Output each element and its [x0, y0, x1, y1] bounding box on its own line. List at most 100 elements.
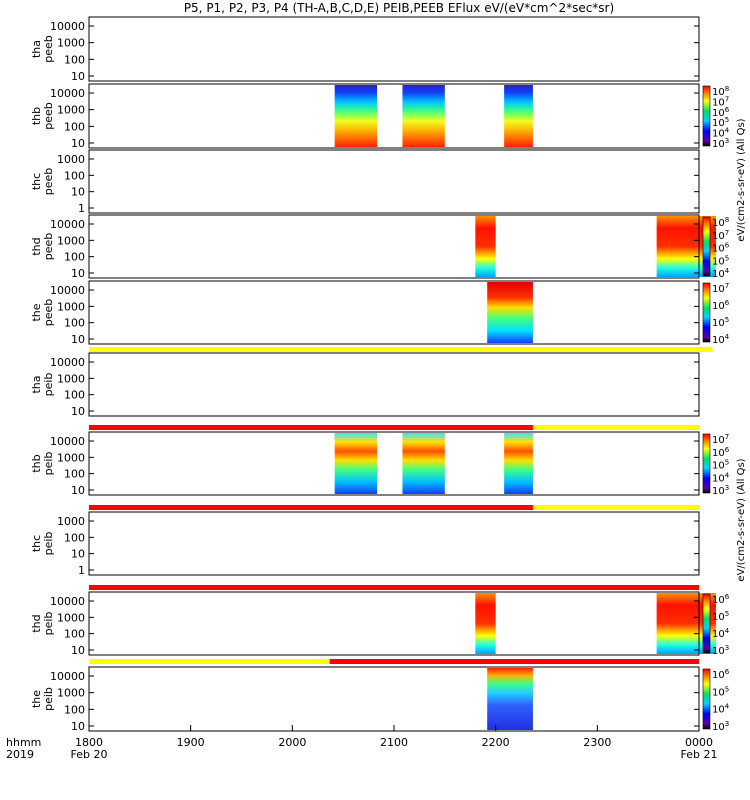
quality-flag-bar: [532, 505, 699, 510]
panel-stack: 10000 1000 100 10 thapeeb 10000 1000 100 10 thbpe…: [30, 16, 747, 733]
y-tick-label: 100: [64, 120, 85, 133]
y-tick-label: 1000: [57, 37, 85, 50]
y-tick-label: 1000: [57, 451, 85, 464]
panel-frame: [88, 666, 700, 732]
colorbar-tick-label: 105: [712, 254, 729, 267]
quality-flag-bar: [89, 425, 533, 430]
y-tick-label: 10000: [50, 670, 85, 683]
y-tick-label: 1000: [57, 611, 85, 624]
panel-label: thepeeb: [30, 299, 55, 327]
panel-frame: [88, 149, 700, 214]
panel-label: thdpeib: [30, 612, 55, 636]
y-tick-label: 100: [64, 317, 85, 330]
colorbar-tick-label: 103: [712, 137, 729, 150]
panel-frame: [88, 280, 700, 345]
x-tick-label: 2200: [482, 736, 510, 749]
colorbar-tick-label: 104: [712, 267, 730, 280]
y-tick-label: 10: [71, 484, 85, 497]
panel-label: thcpeib: [30, 532, 55, 556]
data-block: [402, 85, 445, 147]
colorbar-tick-label: 104: [712, 333, 730, 346]
y-tick-label: 10: [71, 644, 85, 657]
quality-flag-bar: [89, 347, 713, 352]
y-tick-label: 100: [64, 53, 85, 66]
panel-label: thapeib: [30, 373, 55, 397]
colorbar-tick-label: 105: [712, 459, 729, 472]
panel-frame: [88, 511, 700, 576]
colorbar-tick-label: 103: [712, 644, 729, 657]
colorbar: 106 105 104 103: [702, 593, 730, 657]
y-tick-label: 1: [78, 564, 85, 577]
colorbar-tick-label: 104: [712, 471, 730, 484]
panel-the_peib: 10000 1000 100 10 thepeib 106 105 104 103: [30, 666, 730, 733]
data-block: [487, 282, 533, 343]
y-tick-label: 10: [71, 70, 85, 83]
data-block: [402, 433, 445, 494]
y-tick-label: 1000: [57, 300, 85, 313]
quality-flag-bar: [329, 659, 699, 664]
panel-tha_peib: 10000 1000 100 10 thapeib: [30, 352, 700, 430]
x-tick-label: 2100: [380, 736, 408, 749]
panel-label: thapeeb: [30, 35, 55, 63]
colorbar-tick-label: 107: [712, 282, 729, 295]
colorbar-tick-label: 106: [712, 299, 730, 312]
data-block: [334, 85, 378, 147]
y-tick-label: 1000: [57, 687, 85, 700]
colorbar-tick-label: 106: [712, 446, 730, 459]
y-tick-label: 10: [71, 186, 85, 199]
chart-title: P5, P1, P2, P3, P4 (TH-A,B,C,D,E) PEIB,P…: [184, 1, 614, 15]
panel-the_peeb: 10000 1000 100 10 thepeeb 107 106 105 104: [30, 280, 730, 352]
colorbar-tick-label: 107: [712, 433, 729, 446]
panel-frame: [88, 83, 700, 149]
quality-flag-bar: [532, 425, 699, 430]
panel-label: thbpeib: [30, 452, 55, 476]
colorbar-tick-label: 103: [712, 484, 729, 497]
y-tick-label: 100: [64, 169, 85, 182]
y-tick-label: 10000: [50, 435, 85, 448]
y-tick-label: 100: [64, 389, 85, 402]
x-tick-label: 2000: [278, 736, 306, 749]
colorbar-unit-label: eV/(cm2-s-sr-eV) (All Qs): [736, 118, 747, 241]
data-block: [504, 433, 533, 494]
data-block: [475, 216, 496, 277]
y-tick-label: 100: [64, 251, 85, 264]
x-axis-start-date: Feb 20: [71, 748, 108, 761]
y-tick-label: 10000: [50, 284, 85, 297]
y-tick-label: 1000: [57, 234, 85, 247]
colorbar-unit-label: eV/(cm2-s-sr-eV) (All Qs): [736, 458, 747, 581]
x-axis-end-date: Feb 21: [681, 748, 718, 761]
colorbar-tick-label: 105: [712, 685, 729, 698]
y-tick-label: 1000: [57, 515, 85, 528]
quality-flag-bar: [89, 585, 699, 590]
colorbar-tick-label: 108: [712, 216, 729, 229]
y-tick-label: 100: [64, 703, 85, 716]
panel-tha_peeb: 10000 1000 100 10 thapeeb: [30, 16, 700, 83]
y-tick-label: 1: [78, 202, 85, 215]
panel-frame: [88, 352, 700, 417]
x-tick-label: 2300: [583, 736, 611, 749]
panel-frame: [88, 214, 700, 279]
y-tick-label: 100: [64, 628, 85, 641]
y-tick-label: 10000: [50, 20, 85, 33]
quality-flag-bar: [89, 505, 533, 510]
colorbar-tick-label: 106: [712, 242, 730, 255]
x-tick-label: 1800: [75, 736, 103, 749]
x-axis-row-label: hhmm: [6, 736, 41, 749]
y-tick-label: 100: [64, 531, 85, 544]
y-tick-label: 10000: [50, 218, 85, 231]
colorbar-tick-label: 106: [712, 593, 730, 606]
panel-label: thcpeeb: [30, 168, 55, 196]
panel-frame: [88, 591, 700, 656]
data-block: [504, 85, 533, 147]
data-block: [487, 668, 533, 730]
colorbar-tick-label: 104: [712, 703, 730, 716]
y-tick-label: 10: [71, 333, 85, 346]
y-tick-label: 10000: [50, 87, 85, 100]
